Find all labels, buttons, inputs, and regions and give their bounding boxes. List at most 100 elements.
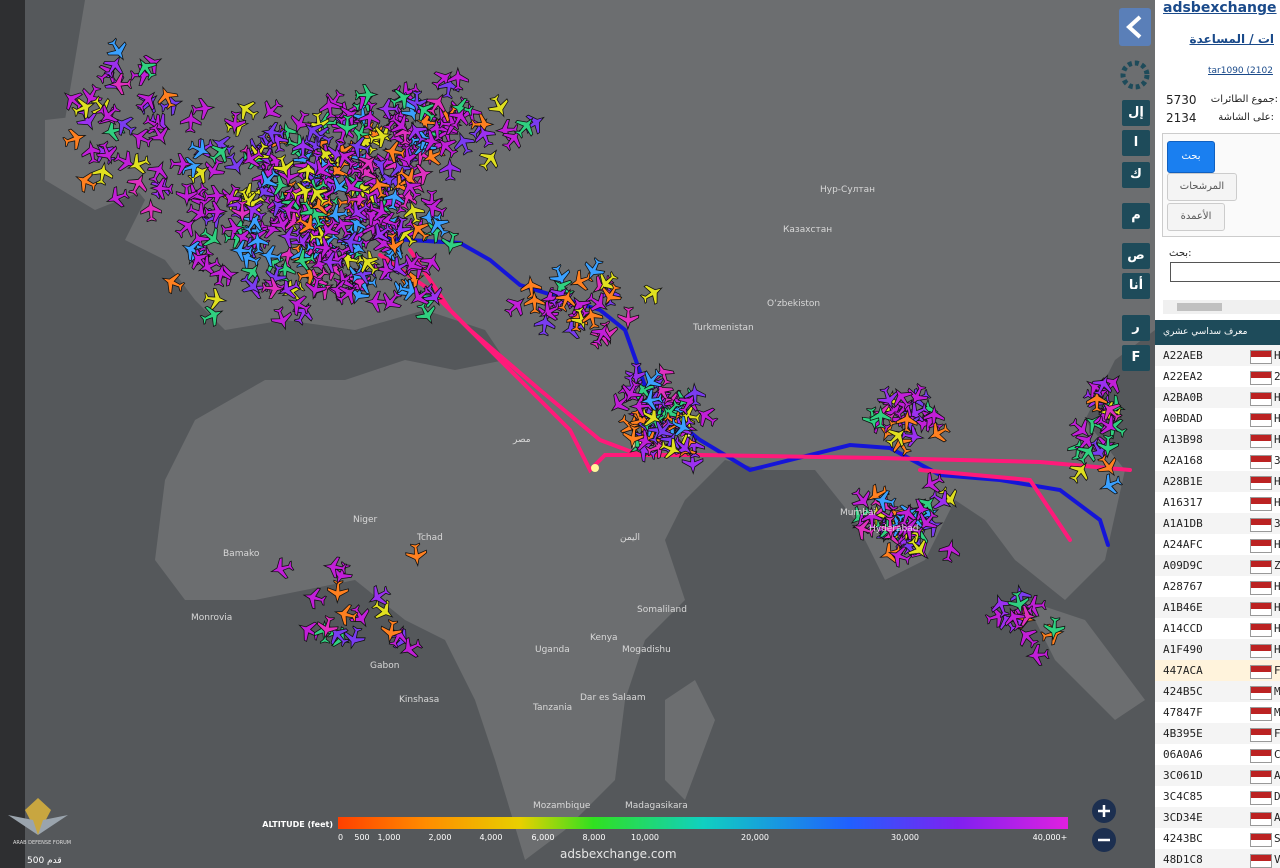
aircraft-icon[interactable] <box>926 486 956 516</box>
aircraft-icon[interactable] <box>485 92 513 121</box>
aircraft-icon[interactable] <box>886 543 914 570</box>
aircraft-icon[interactable] <box>265 128 290 154</box>
aircraft-icon[interactable] <box>1093 451 1123 481</box>
aircraft-icon[interactable] <box>637 279 667 308</box>
aircraft-icon[interactable] <box>394 121 416 146</box>
map-button[interactable]: إل <box>1122 100 1150 126</box>
aircraft-icon[interactable] <box>366 173 392 200</box>
aircraft-icon[interactable] <box>691 401 721 431</box>
aircraft-icon[interactable] <box>103 184 131 211</box>
aircraft-icon[interactable] <box>552 286 580 314</box>
aircraft-icon[interactable] <box>422 89 451 119</box>
aircraft-icon[interactable] <box>596 280 625 310</box>
aircraft-icon[interactable] <box>421 189 443 214</box>
aircraft-icon[interactable] <box>475 144 505 174</box>
aircraft-icon[interactable] <box>912 507 942 537</box>
aircraft-icon[interactable] <box>319 251 344 274</box>
table-row[interactable]: 48D1C8 V <box>1155 849 1280 868</box>
footer-link[interactable]: adsbexchange.com <box>560 847 677 861</box>
aircraft-icon[interactable] <box>533 312 556 337</box>
aircraft-icon[interactable] <box>323 620 353 650</box>
aircraft-icon[interactable] <box>209 262 233 288</box>
aircraft-icon[interactable] <box>1065 414 1095 444</box>
aircraft-icon[interactable] <box>324 245 349 271</box>
table-row[interactable]: 4243BC S <box>1155 828 1280 850</box>
aircraft-icon[interactable] <box>258 244 283 268</box>
aircraft-icon[interactable] <box>1043 616 1066 641</box>
aircraft-icon[interactable] <box>314 614 340 640</box>
aircraft-icon[interactable] <box>1012 622 1042 652</box>
aircraft-icon[interactable] <box>191 97 216 120</box>
scrollbar[interactable] <box>1163 300 1280 314</box>
table-row[interactable]: 3CD34E A <box>1155 807 1280 829</box>
aircraft-icon[interactable] <box>617 306 640 331</box>
aircraft-icon[interactable] <box>91 161 115 186</box>
aircraft-icon[interactable] <box>237 144 267 173</box>
aircraft-icon[interactable] <box>984 603 1011 629</box>
aircraft-icon[interactable] <box>303 203 330 231</box>
aircraft-icon[interactable] <box>376 286 406 316</box>
aircraft-icon[interactable] <box>903 381 931 410</box>
aircraft-icon[interactable] <box>131 53 161 83</box>
aircraft-icon[interactable] <box>924 419 953 448</box>
table-row[interactable]: A09D9C Z <box>1155 555 1280 577</box>
table-row[interactable]: A14CCD H <box>1155 618 1280 640</box>
aircraft-icon[interactable] <box>220 217 245 240</box>
table-row[interactable]: A24AFC H <box>1155 534 1280 556</box>
aircraft-icon[interactable] <box>365 197 393 224</box>
table-row[interactable]: A1B46E H <box>1155 597 1280 619</box>
aircraft-icon[interactable] <box>261 277 286 299</box>
map-button[interactable]: ص <box>1122 243 1150 269</box>
aircraft-icon[interactable] <box>903 533 933 563</box>
aircraft-icon[interactable] <box>381 140 407 164</box>
aircraft-icon[interactable] <box>179 108 202 134</box>
aircraft-icon[interactable] <box>124 170 153 199</box>
aircraft-icon[interactable] <box>1086 388 1108 413</box>
aircraft-icon[interactable] <box>385 110 415 140</box>
aircraft-icon[interactable] <box>153 83 181 111</box>
aircraft-icon[interactable] <box>333 602 359 628</box>
version-link[interactable]: tar1090 (2102 <box>1208 66 1273 76</box>
aircraft-icon[interactable] <box>203 200 228 223</box>
tab[interactable]: الأعمدة <box>1167 203 1225 231</box>
aircraft-icon[interactable] <box>318 95 342 120</box>
aircraft-icon[interactable] <box>396 278 422 303</box>
aircraft-icon[interactable] <box>1097 434 1119 459</box>
aircraft-icon[interactable] <box>368 596 398 626</box>
aircraft-icon[interactable] <box>111 147 140 175</box>
table-row[interactable]: A13B98 H <box>1155 429 1280 451</box>
aircraft-icon[interactable] <box>257 215 284 241</box>
aircraft-icon[interactable] <box>918 469 947 498</box>
aircraft-icon[interactable] <box>1001 605 1029 633</box>
aircraft-icon[interactable] <box>895 408 918 434</box>
aircraft-icon[interactable] <box>417 249 446 278</box>
aircraft-icon[interactable] <box>268 556 295 582</box>
aircraft-icon[interactable] <box>140 197 163 223</box>
aircraft-icon[interactable] <box>322 555 348 579</box>
aircraft-icon[interactable] <box>501 291 531 321</box>
aircraft-icon[interactable] <box>336 114 359 139</box>
aircraft-icon[interactable] <box>256 95 286 125</box>
aircraft-icon[interactable] <box>314 214 344 244</box>
aircraft-icon[interactable] <box>450 129 478 157</box>
aircraft-icon[interactable] <box>197 223 227 253</box>
aircraft-icon[interactable] <box>247 230 270 255</box>
table-row[interactable]: A16317 H <box>1155 492 1280 514</box>
aircraft-icon[interactable] <box>158 269 187 297</box>
aircraft-icon[interactable] <box>674 388 703 418</box>
map-button[interactable]: م <box>1122 203 1150 229</box>
aircraft-icon[interactable] <box>129 64 155 86</box>
table-row[interactable]: A28767 H <box>1155 576 1280 598</box>
aircraft-icon[interactable] <box>523 289 546 315</box>
aircraft-icon[interactable] <box>61 125 88 152</box>
aircraft-icon[interactable] <box>882 422 912 452</box>
aircraft-icon[interactable] <box>323 154 353 184</box>
aircraft-icon[interactable] <box>1006 590 1031 616</box>
aircraft-icon[interactable] <box>361 178 390 206</box>
tab[interactable]: بحث <box>1167 141 1215 173</box>
search-input[interactable] <box>1170 262 1280 282</box>
aircraft-icon[interactable] <box>260 121 286 144</box>
aircraft-icon[interactable] <box>354 84 379 106</box>
aircraft-icon[interactable] <box>303 275 328 301</box>
aircraft-icon[interactable] <box>860 505 883 530</box>
